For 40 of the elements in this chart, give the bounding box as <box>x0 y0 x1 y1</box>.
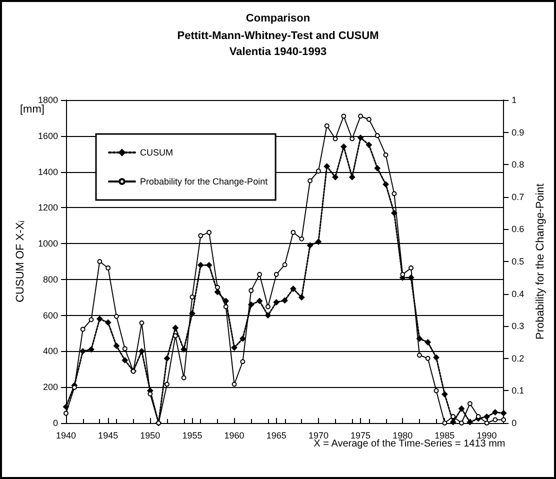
chart-title: Comparison <box>246 12 310 24</box>
x-tick-label: 1965 <box>266 430 286 440</box>
text: [mm] <box>20 104 44 116</box>
y2-tick-label: 0 <box>512 418 517 428</box>
y-tick-label: 1400 <box>38 166 58 177</box>
y-tick-label: 1000 <box>38 238 58 249</box>
x-tick-label: 1960 <box>224 430 244 440</box>
y-tick-label: 1600 <box>38 130 58 141</box>
y-tick-label: 400 <box>42 346 58 356</box>
y2-tick-label: 0.4 <box>512 288 524 299</box>
y-tick-label: 800 <box>42 274 58 284</box>
y2-tick-label: 0.7 <box>512 192 524 202</box>
x-tick-label: 1970 <box>308 430 328 440</box>
x-tick-label: 1940 <box>56 430 76 440</box>
y2-tick-label: 0.2 <box>512 353 524 364</box>
y2-tick-label: 0.1 <box>512 386 524 396</box>
y-tick-label: 200 <box>42 382 58 392</box>
x-tick-label: 1955 <box>182 430 202 440</box>
y-tick-label: 600 <box>42 310 58 320</box>
chart-subtitle: Pettitt-Mann-Whitney-Test and CUSUM Valentia 1940-1993 <box>177 30 379 58</box>
text: X = Average of the Time-Series = 1413 mm <box>314 438 506 450</box>
y2-tick-label: 1 <box>512 95 517 105</box>
y-tick-label: 1800 <box>38 95 58 105</box>
legend-label: CUSUM <box>140 148 173 158</box>
y-tick-label: 1200 <box>38 202 58 213</box>
y2-tick-label: 0.6 <box>512 224 524 234</box>
legend-label: Probability for the Change-Point <box>140 176 268 186</box>
x-tick-label: 1950 <box>140 430 160 440</box>
x-tick-label: 1985 <box>434 430 455 440</box>
x-tick-label: 1945 <box>98 430 118 440</box>
x-tick-label: 1980 <box>392 430 413 440</box>
y2-tick-label: 0.9 <box>512 127 524 138</box>
x-tick-label: 1990 <box>476 430 497 440</box>
y2-tick-label: 0.5 <box>512 256 524 266</box>
y2-axis-title: Probability for the Change-Point <box>534 184 546 340</box>
y-axis-title: CUSUM OF X-Xᵢ <box>14 220 26 302</box>
y2-tick-label: 0.8 <box>512 160 524 170</box>
x-tick-label: 1975 <box>350 430 371 440</box>
y-tick-label: 0 <box>52 418 58 428</box>
y2-tick-label: 0.3 <box>512 321 524 332</box>
